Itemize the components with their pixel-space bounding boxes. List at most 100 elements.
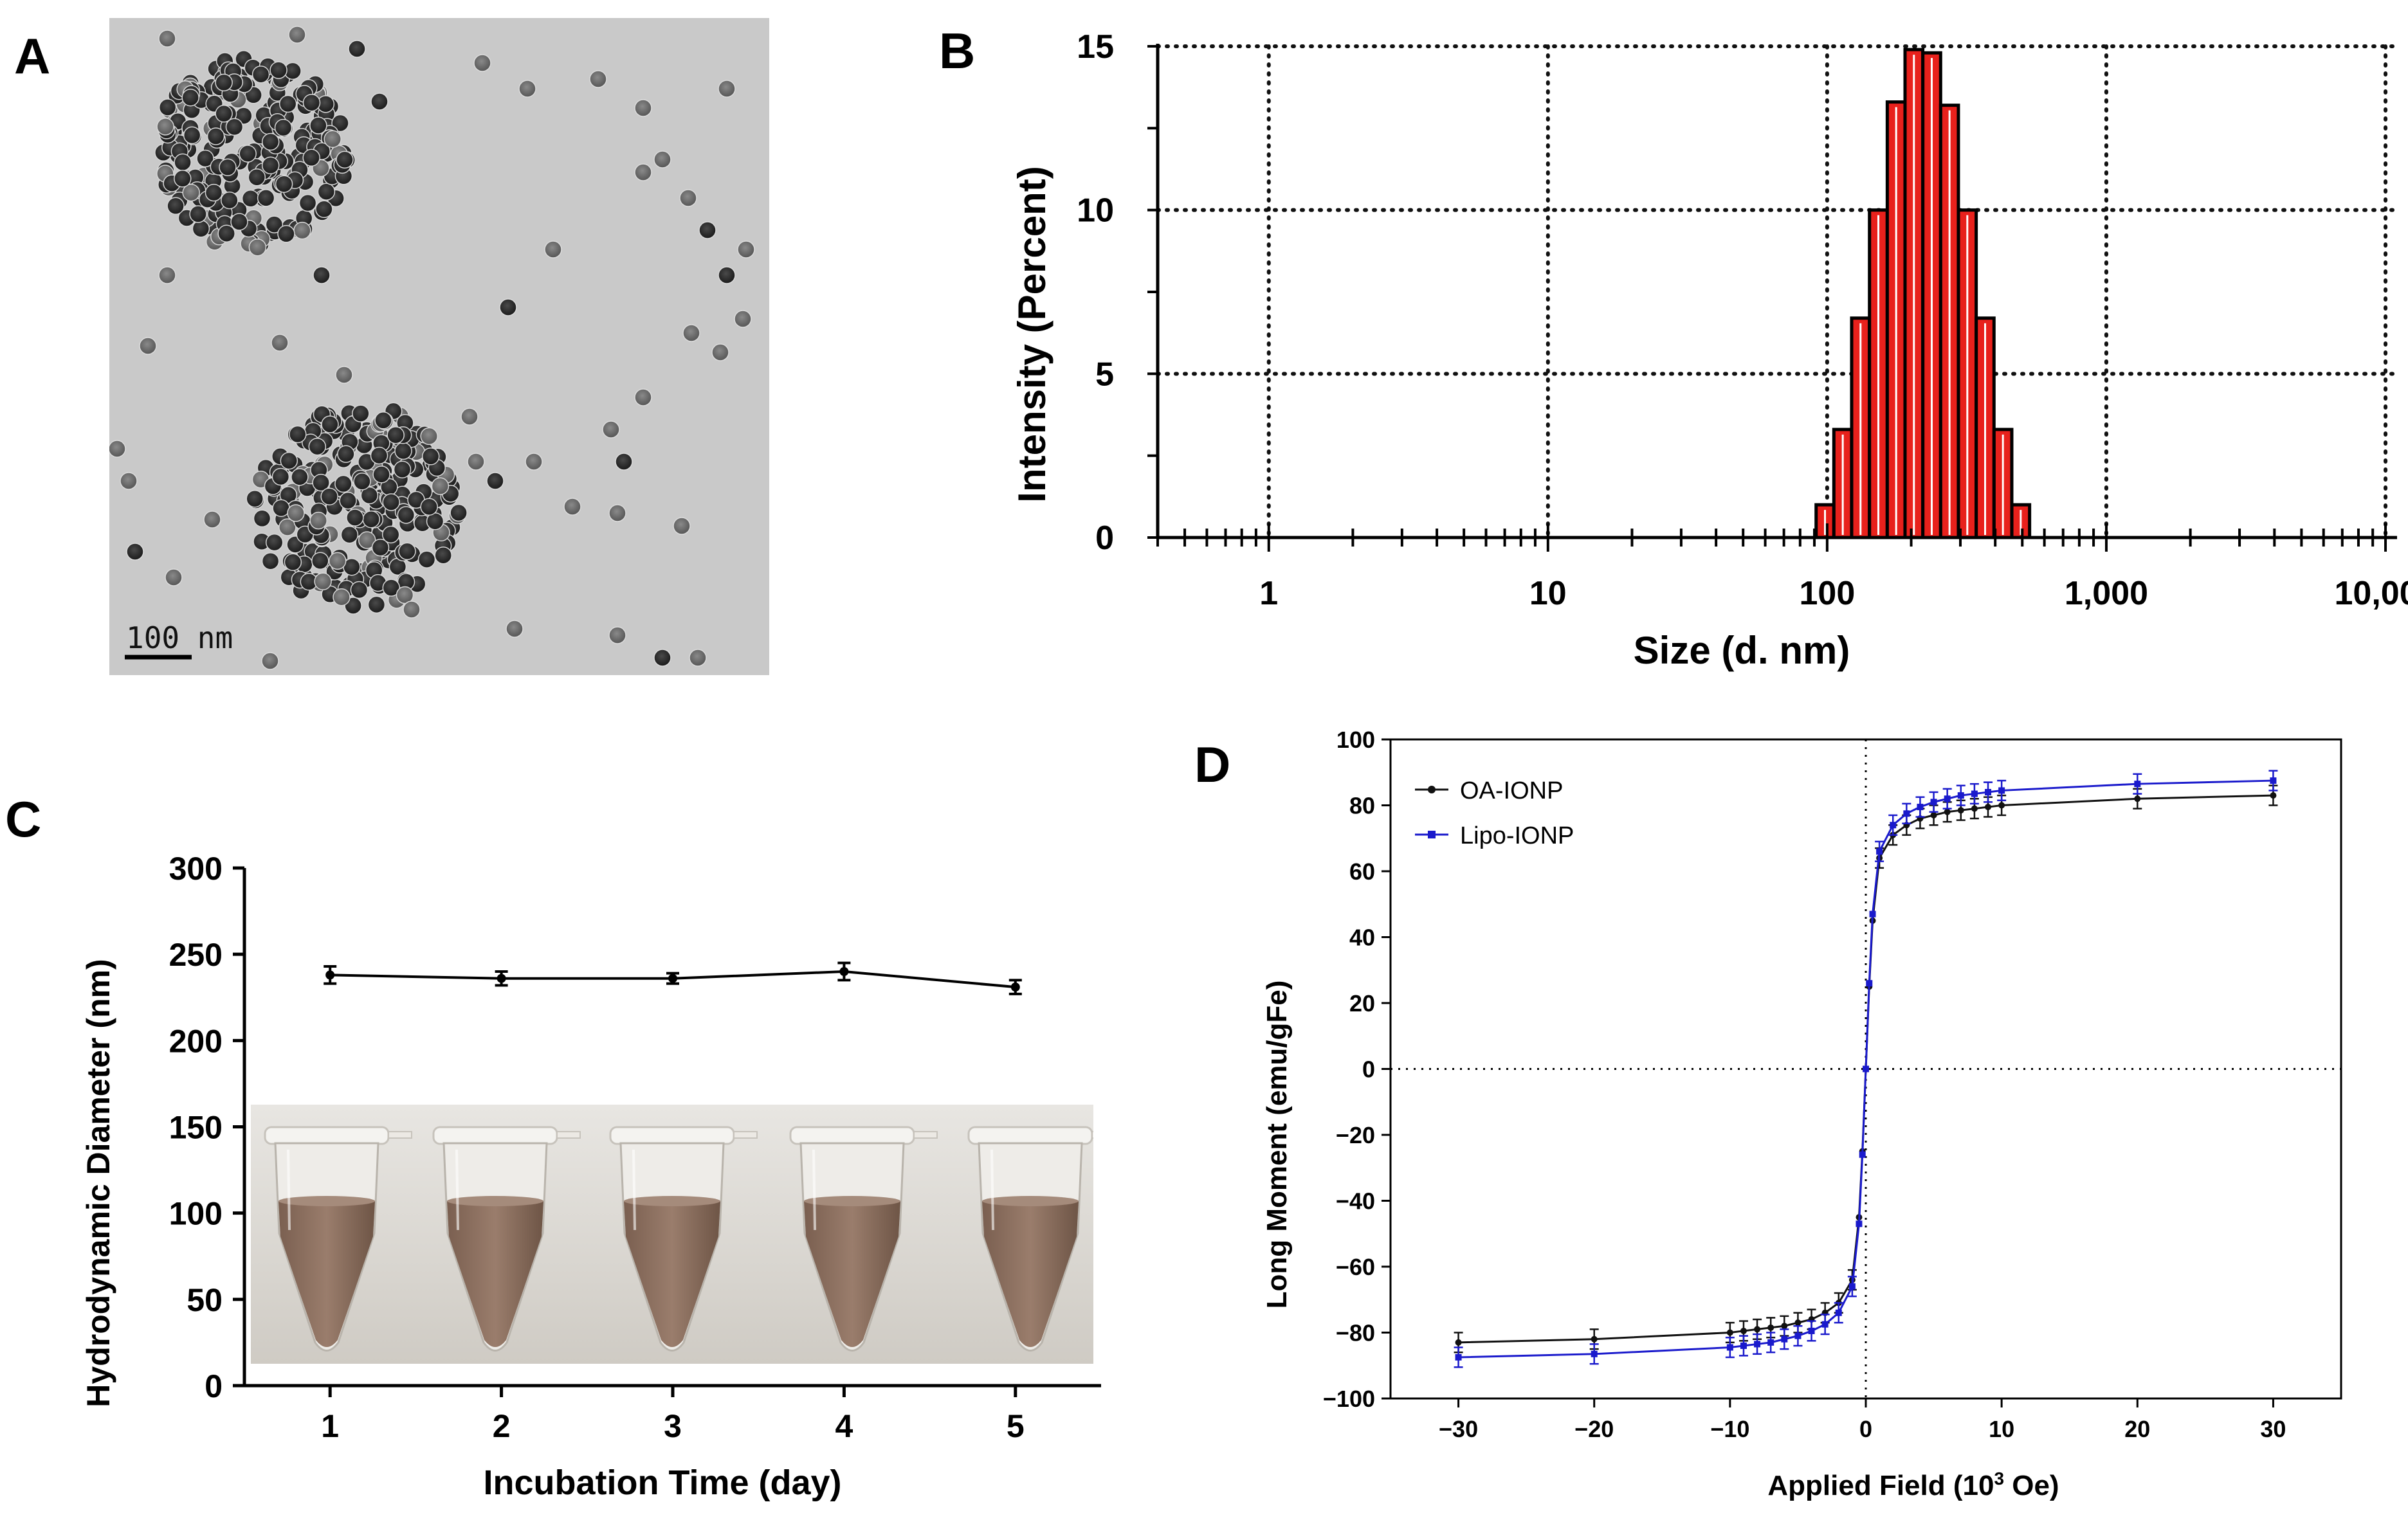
nanoparticle — [109, 440, 126, 458]
tube-liquid — [624, 1201, 720, 1347]
y-tick-label: 300 — [169, 851, 223, 887]
y-tick-label: 15 — [1077, 28, 1114, 66]
nanoparticle — [737, 240, 755, 258]
x-tick-label: 4 — [835, 1408, 853, 1444]
data-point — [1740, 1327, 1747, 1334]
data-point — [1767, 1339, 1774, 1346]
data-point — [1794, 1332, 1801, 1339]
data-point — [1455, 1353, 1462, 1361]
y-tick-label: −60 — [1336, 1254, 1375, 1280]
data-point — [1835, 1309, 1842, 1316]
data-point — [1944, 795, 1951, 802]
x-tick-label: 20 — [2124, 1416, 2150, 1442]
data-point — [1848, 1283, 1856, 1290]
nanoparticle — [679, 189, 697, 207]
x-tick-label: 1 — [321, 1408, 339, 1444]
series — [1454, 770, 2278, 1368]
data-point — [1998, 802, 2005, 809]
axes: 0 50 100 150 200 250 300 1 2 3 4 5 — [169, 851, 1101, 1444]
nanoparticle — [288, 26, 306, 44]
data-point — [1010, 982, 1020, 992]
nanoparticle — [718, 80, 736, 98]
data-point — [1591, 1335, 1598, 1343]
nanoparticle — [518, 80, 536, 98]
data-point — [1740, 1343, 1747, 1349]
y-tick-label: −20 — [1336, 1122, 1375, 1148]
x-tick-label: 10 — [1989, 1416, 2014, 1442]
legend-label-oa: OA-IONP — [1460, 777, 1563, 804]
tube-photo — [251, 1105, 1093, 1364]
y-tick-label: 50 — [187, 1282, 223, 1318]
y-axis-label: Long Moment (emu/gFe) — [1261, 981, 1293, 1309]
y-tick-label: −40 — [1336, 1188, 1375, 1215]
nanoparticle — [165, 568, 183, 586]
data-point — [1754, 1326, 1761, 1333]
nanoparticle — [608, 504, 626, 522]
nanoparticle — [473, 54, 491, 72]
data-point — [1930, 811, 1937, 819]
nanoparticle — [158, 266, 176, 284]
tube-photo-inset — [251, 1105, 1093, 1364]
nanoparticle — [261, 652, 279, 670]
tem-micrograph: 100 nm — [109, 18, 769, 675]
tube — [967, 1126, 1093, 1352]
x-tick-label: 1 — [1259, 575, 1278, 612]
nanoparticle — [718, 266, 736, 284]
panel-letter-d: D — [1194, 736, 1231, 793]
tube-liquid — [447, 1201, 543, 1347]
data-point — [2270, 792, 2277, 799]
scale-bar-label: 100 nm — [126, 620, 233, 655]
nanoparticle — [506, 620, 524, 638]
nanoparticle — [335, 366, 353, 384]
data-point — [2134, 795, 2141, 802]
data-point — [1794, 1319, 1801, 1326]
nanoparticle — [711, 343, 729, 361]
data-point — [1863, 1065, 1869, 1072]
x-tick-label: 10,000 — [2335, 575, 2408, 612]
data-point — [668, 973, 677, 983]
y-axis-label: Hydrodynamic Diameter (nm) — [80, 959, 116, 1407]
data-point — [1808, 1327, 1815, 1334]
x-tick-label: −10 — [1710, 1416, 1749, 1442]
x-axis-label: Applied Field (103 Oe) — [1767, 1469, 2059, 1501]
chart-size-distribution: 1 10 100 1,000 10,000 0 5 10 15 Size (d. nm) Int… — [1010, 28, 2408, 672]
nanoparticle — [634, 163, 652, 181]
y-tick-label: 60 — [1349, 858, 1375, 885]
y-tick-label: 80 — [1349, 793, 1375, 819]
chart-stability: 0 50 100 150 200 250 300 1 2 3 4 5 Incubation Time … — [80, 851, 1101, 1502]
data-point — [1985, 804, 1992, 811]
x-axis-label: Size (d. nm) — [1634, 629, 1850, 672]
data-point — [1591, 1350, 1598, 1357]
tube — [432, 1126, 581, 1352]
x-tick-label: 2 — [493, 1408, 511, 1444]
nanoparticle — [271, 334, 289, 352]
data-point — [1971, 805, 1978, 812]
nanoparticle — [348, 40, 366, 58]
nanoparticle — [158, 30, 176, 48]
tube-liquid — [804, 1201, 900, 1347]
data-point — [1754, 1341, 1761, 1348]
tube — [609, 1126, 758, 1352]
y-tick-label: 100 — [169, 1196, 223, 1232]
data-point — [1869, 910, 1876, 918]
bars — [1814, 48, 2032, 539]
y-tick-label: 0 — [1095, 520, 1114, 557]
data-point — [1455, 1339, 1462, 1346]
data-point — [2134, 781, 2141, 788]
data-point — [1890, 822, 1897, 829]
nanoparticle — [589, 70, 607, 88]
data-point — [1856, 1220, 1863, 1227]
legend: OA-IONP Lipo-IONP — [1415, 777, 1574, 849]
y-tick-label: 100 — [1336, 727, 1375, 753]
nanoparticle — [563, 498, 581, 516]
data-point — [1917, 804, 1924, 811]
data-point — [1726, 1329, 1733, 1336]
data-point — [1781, 1323, 1788, 1330]
nanoparticle — [653, 150, 671, 168]
y-tick-label: 200 — [169, 1023, 223, 1059]
panel-letter-a: A — [14, 28, 51, 84]
data-point — [1985, 789, 1992, 795]
data-point — [1876, 848, 1883, 855]
y-tick-label: 0 — [205, 1368, 223, 1404]
x-axis-label: Incubation Time (day) — [483, 1463, 841, 1502]
